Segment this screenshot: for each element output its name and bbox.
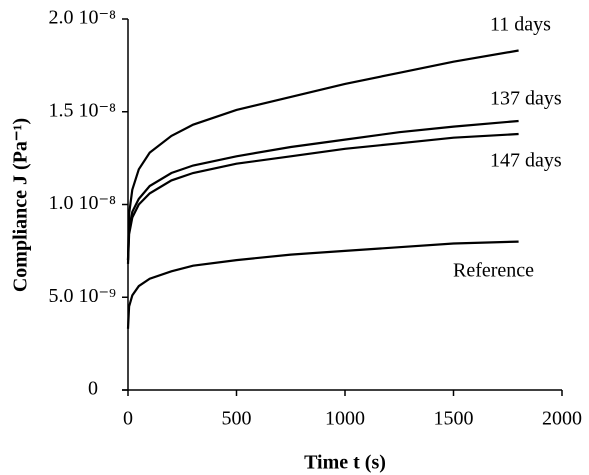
x-tick-label: 2000 bbox=[542, 408, 582, 430]
x-tick-label: 500 bbox=[222, 408, 252, 430]
y-tick-label: 0 bbox=[88, 378, 98, 400]
y-axis-title: Compliance J (Pa⁻¹) bbox=[10, 118, 32, 292]
line bbox=[126, 132, 519, 264]
y-tick-label: 2.0 10⁻⁸ bbox=[48, 7, 116, 29]
y-tick-label: 5.0 10⁻⁹ bbox=[48, 285, 116, 307]
x-tick-label: 1500 bbox=[434, 408, 474, 430]
y-tick-label: 1.5 10⁻⁸ bbox=[48, 99, 116, 121]
series-label: Reference bbox=[453, 260, 534, 282]
line bbox=[126, 240, 519, 329]
series-label: 11 days bbox=[490, 14, 551, 36]
x-tick-label: 1000 bbox=[325, 408, 365, 430]
line bbox=[126, 119, 519, 261]
line bbox=[126, 49, 519, 261]
y-tick-label: 1.0 10⁻⁸ bbox=[48, 192, 116, 214]
series-label: 137 days bbox=[490, 88, 562, 110]
series-label: 147 days bbox=[490, 150, 562, 172]
x-axis-title: Time t (s) bbox=[304, 452, 386, 474]
x-tick-label: 0 bbox=[123, 408, 133, 430]
